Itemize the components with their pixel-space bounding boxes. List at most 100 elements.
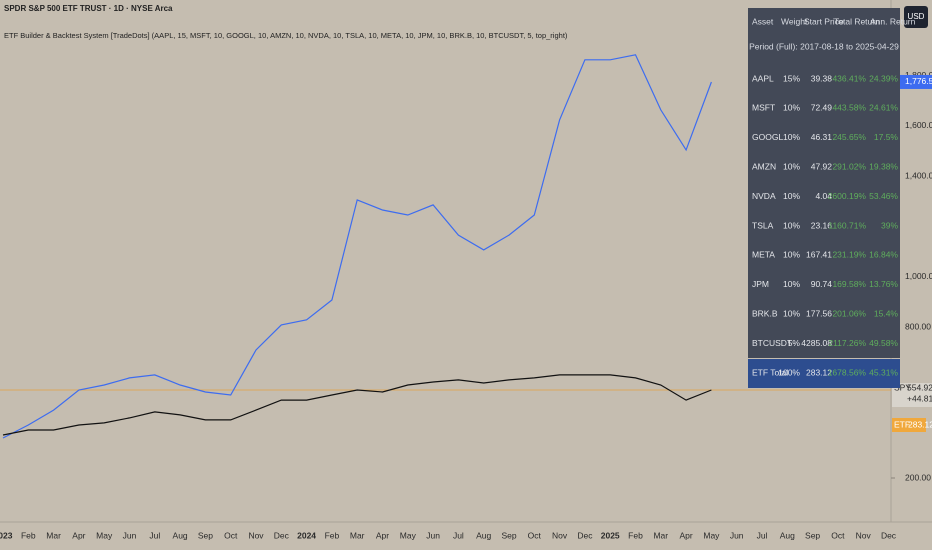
table-cell: 17.5% (874, 132, 899, 142)
x-tick-label: Oct (831, 530, 845, 540)
table-cell: 53.46% (869, 191, 898, 201)
table-header: Start Price (804, 16, 844, 26)
table-cell: 15.4% (874, 308, 899, 318)
table-cell: 283.12 (806, 367, 832, 377)
table-cell: 10% (783, 250, 800, 260)
etf-value-label: 283.12 (908, 419, 932, 429)
x-tick-label: Feb (21, 530, 36, 540)
x-tick-label: 2024 (297, 530, 316, 540)
x-tick-label: Oct (528, 530, 542, 540)
x-tick-label: Sep (805, 530, 820, 540)
x-tick-label: Dec (577, 530, 593, 540)
table-header: Total Return (834, 16, 880, 26)
table-cell: ETF Total (752, 367, 788, 377)
x-tick-label: Mar (653, 530, 668, 540)
currency-button[interactable] (904, 6, 928, 28)
table-cell: 436.41% (832, 73, 866, 83)
y-tick-label: 1,600.00 (905, 120, 932, 130)
x-tick-label: May (400, 530, 417, 540)
table-cell: 39.38 (811, 73, 833, 83)
table-cell: 100% (778, 367, 800, 377)
x-tick-label: Oct (224, 530, 238, 540)
table-cell: 90.74 (811, 279, 833, 289)
x-tick-label: Apr (72, 530, 85, 540)
table-cell: 245.65% (832, 132, 866, 142)
x-tick-label: Mar (46, 530, 61, 540)
x-tick-label: Sep (501, 530, 516, 540)
table-cell: AAPL (752, 73, 774, 83)
x-tick-label: Jun (426, 530, 440, 540)
table-cell: 10% (783, 161, 800, 171)
table-cell: 231.19% (832, 250, 866, 260)
spy-change: +44.81% (907, 393, 932, 403)
x-tick-label: Apr (679, 530, 692, 540)
table-cell: AMZN (752, 161, 776, 171)
x-tick-label: 2025 (601, 530, 620, 540)
table-header: Weight (781, 16, 808, 26)
table-cell: JPM (752, 279, 769, 289)
x-tick-label: Jun (123, 530, 137, 540)
table-cell: 5% (788, 338, 801, 348)
last-value-label: 1,776.56 (905, 76, 932, 86)
table-cell: 10% (783, 191, 800, 201)
table-cell: 167.41 (806, 250, 832, 260)
x-tick-label: Jun (730, 530, 744, 540)
table-bg (748, 8, 900, 358)
x-tick-label: Nov (856, 530, 872, 540)
y-tick-label: 200.00 (905, 472, 931, 482)
last-value-box (892, 74, 932, 89)
x-tick-label: Nov (248, 530, 264, 540)
table-cell: 10% (783, 308, 800, 318)
etf-tag-box (892, 418, 926, 432)
etf-tag: ETF (894, 419, 910, 429)
x-tick-label: Jul (453, 530, 464, 540)
table-header: Ann. Return (870, 16, 916, 26)
table-cell: 10% (783, 103, 800, 113)
x-tick-label: Mar (350, 530, 365, 540)
table-cell: 4285.08 (801, 338, 832, 348)
table-cell: 24.39% (869, 73, 898, 83)
table-cell: BRK.B (752, 308, 778, 318)
table-cell: 1160.71% (828, 220, 866, 230)
x-tick-label: Sep (198, 530, 213, 540)
table-cell: 49.58% (869, 338, 898, 348)
table-cell: MSFT (752, 103, 775, 113)
table-cell: 10% (783, 220, 800, 230)
table-cell: 72.49 (811, 103, 833, 113)
spy-last-label: 554.92 (907, 382, 932, 392)
table-cell: 201.06% (832, 308, 866, 318)
x-tick-label: Apr (376, 530, 389, 540)
x-tick-label: Dec (881, 530, 897, 540)
table-cell: 45.31% (869, 367, 898, 377)
table-cell: 1678.56% (828, 367, 867, 377)
y-tick-label: 1,400.00 (905, 171, 932, 181)
table-cell: 2117.26% (828, 338, 866, 348)
x-tick-label: Feb (325, 530, 340, 540)
table-cell: 24.61% (869, 103, 898, 113)
series-line (2, 54, 712, 439)
table-cell: 13.76% (869, 279, 898, 289)
table-cell: 4.04 (815, 191, 832, 201)
x-tick-label: Feb (628, 530, 643, 540)
table-cell: 291.02% (832, 161, 866, 171)
table-cell: 10% (783, 279, 800, 289)
table-cell: 16.84% (869, 250, 898, 260)
table-total-row (748, 359, 900, 388)
table-cell: NVDA (752, 191, 776, 201)
chart-subtitle: ETF Builder & Backtest System [TradeDots… (4, 31, 568, 40)
x-tick-label: May (703, 530, 720, 540)
table-period: Period (Full): 2017-08-18 to 2025-04-29 (749, 41, 899, 51)
table-cell: 2600.19% (828, 191, 867, 201)
table-cell: 169.58% (832, 279, 866, 289)
x-tick-label: Jul (149, 530, 160, 540)
table-cell: 10% (783, 132, 800, 142)
table-cell: 39% (881, 220, 898, 230)
currency-label: USD (908, 12, 925, 21)
table-cell: TSLA (752, 220, 774, 230)
x-tick-label: Dec (274, 530, 290, 540)
table-cell: META (752, 250, 775, 260)
x-tick-label: Nov (552, 530, 568, 540)
table-cell: 15% (783, 73, 800, 83)
chart-title: SPDR S&P 500 ETF TRUST · 1D · NYSE Arca (4, 4, 173, 13)
